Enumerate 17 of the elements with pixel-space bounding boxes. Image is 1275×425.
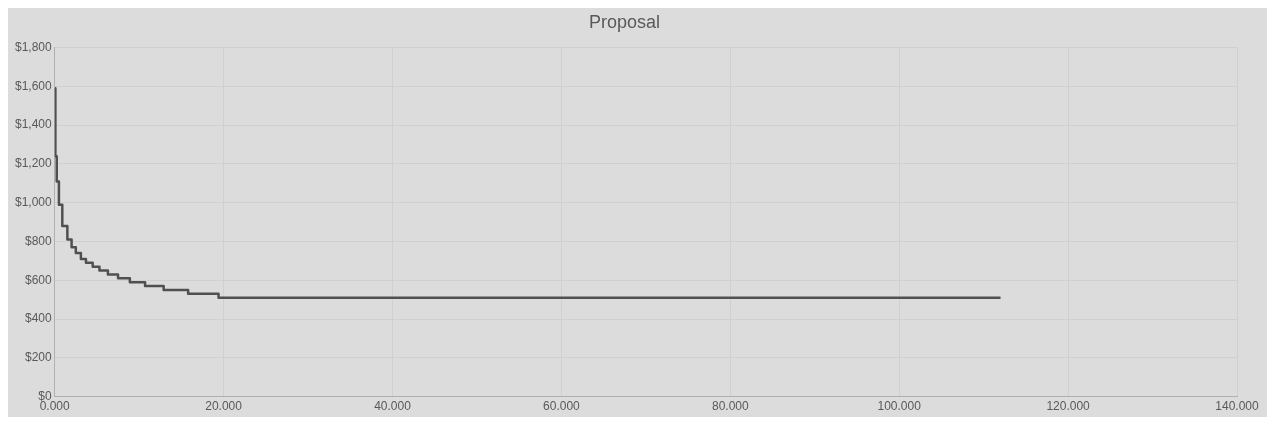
y-tick-label: $600 xyxy=(25,272,53,287)
y-tick-label: $200 xyxy=(25,350,53,365)
y-tick-label: $1,000 xyxy=(15,195,53,210)
x-tick-label: 140.000 xyxy=(1215,399,1260,414)
y-tick-label: $1,400 xyxy=(15,117,53,132)
x-tick-label: 40.000 xyxy=(374,399,412,414)
y-tick-label: $1,800 xyxy=(15,39,53,54)
x-tick-label: 100.000 xyxy=(877,399,922,414)
y-tick-label: $1,600 xyxy=(15,78,53,93)
y-tick-label: $1,200 xyxy=(15,156,53,171)
x-tick-label: 60.000 xyxy=(543,399,581,414)
x-tick-label: 120.000 xyxy=(1046,399,1091,414)
x-tick-label: 20.000 xyxy=(205,399,243,414)
chart-title: Proposal xyxy=(588,11,661,32)
x-tick-label: 80.000 xyxy=(711,399,749,414)
y-tick-label: $400 xyxy=(25,311,53,326)
y-tick-label: $800 xyxy=(25,233,53,248)
